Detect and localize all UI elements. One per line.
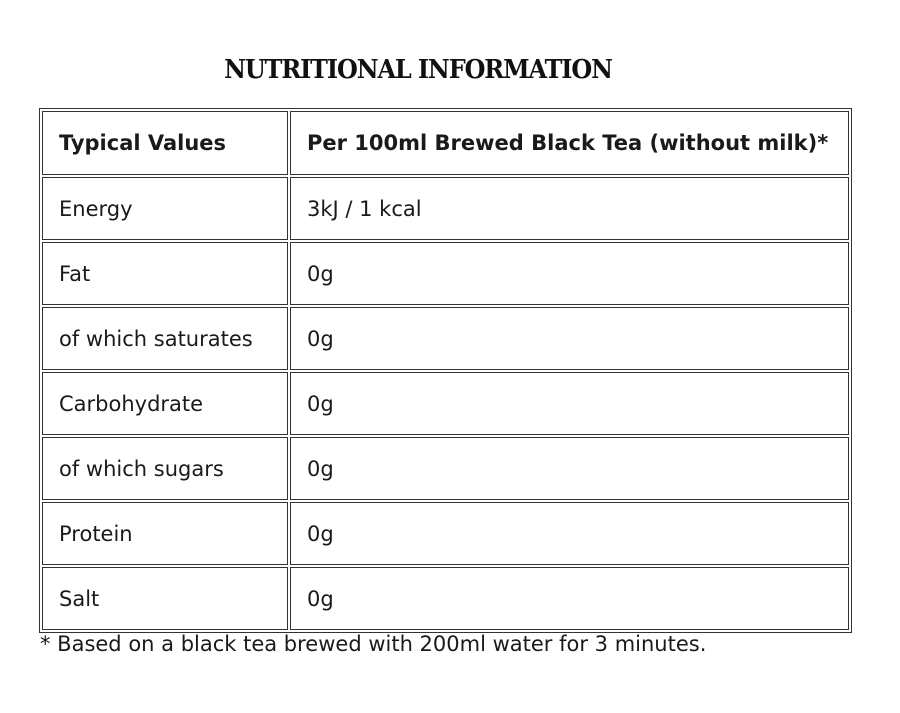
nutrient-name: Fat [42, 242, 288, 305]
nutrient-name: Protein [42, 502, 288, 565]
nutrient-name: of which sugars [42, 437, 288, 500]
nutrient-value: 0g [290, 242, 849, 305]
table-row: Fat 0g [42, 242, 849, 305]
table-row: Energy 3kJ / 1 kcal [42, 177, 849, 240]
footnote: * Based on a black tea brewed with 200ml… [40, 632, 707, 656]
column-header-per-100ml: Per 100ml Brewed Black Tea (without milk… [290, 111, 849, 175]
nutrient-value: 0g [290, 307, 849, 370]
table-row: Salt 0g [42, 567, 849, 630]
nutrient-value: 3kJ / 1 kcal [290, 177, 849, 240]
nutrient-name: Salt [42, 567, 288, 630]
nutrient-value: 0g [290, 502, 849, 565]
table-row: of which sugars 0g [42, 437, 849, 500]
table-row: of which saturates 0g [42, 307, 849, 370]
nutrition-table: Typical Values Per 100ml Brewed Black Te… [39, 108, 852, 633]
nutrient-value: 0g [290, 437, 849, 500]
nutrient-value: 0g [290, 372, 849, 435]
table-row: Protein 0g [42, 502, 849, 565]
nutrient-name: Carbohydrate [42, 372, 288, 435]
nutrient-value: 0g [290, 567, 849, 630]
page-title: NUTRITIONAL INFORMATION [224, 55, 613, 86]
nutrient-name: of which saturates [42, 307, 288, 370]
nutrient-name: Energy [42, 177, 288, 240]
table-header-row: Typical Values Per 100ml Brewed Black Te… [42, 111, 849, 175]
column-header-typical-values: Typical Values [42, 111, 288, 175]
table-row: Carbohydrate 0g [42, 372, 849, 435]
